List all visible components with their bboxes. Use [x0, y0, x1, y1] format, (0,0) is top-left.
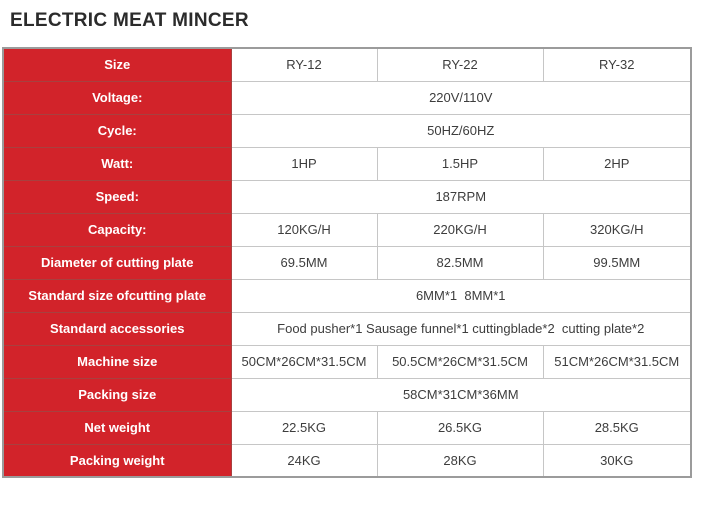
spec-label-watt: Watt:	[2, 146, 232, 181]
spec-value: RY-32	[542, 47, 692, 82]
spec-value: 220KG/H	[376, 212, 544, 247]
table-row-cycle: Cycle: 50HZ/60HZ	[2, 113, 692, 148]
table-row-size: Size RY-12 RY-22 RY-32	[2, 47, 692, 82]
spec-value: 1HP	[230, 146, 378, 181]
table-row-diameter: Diameter of cutting plate 69.5MM 82.5MM …	[2, 245, 692, 280]
spec-table: Size RY-12 RY-22 RY-32 Voltage: 220V/110…	[2, 47, 692, 478]
spec-value: 2HP	[542, 146, 692, 181]
spec-value: 50CM*26CM*31.5CM	[230, 344, 378, 379]
spec-label-speed: Speed:	[2, 179, 232, 214]
spec-value: 22.5KG	[230, 410, 378, 445]
spec-value: 69.5MM	[230, 245, 378, 280]
spec-value: 320KG/H	[542, 212, 692, 247]
table-row-machine-size: Machine size 50CM*26CM*31.5CM 50.5CM*26C…	[2, 344, 692, 379]
table-row-speed: Speed: 187RPM	[2, 179, 692, 214]
page-title: ELECTRIC MEAT MINCER	[10, 10, 249, 31]
spec-value: RY-22	[376, 47, 544, 82]
spec-label-standard-size: Standard size ofcutting plate	[2, 278, 232, 313]
table-row-watt: Watt: 1HP 1.5HP 2HP	[2, 146, 692, 181]
spec-value: 220V/110V	[230, 80, 692, 115]
spec-label-machine-size: Machine size	[2, 344, 232, 379]
spec-value: 58CM*31CM*36MM	[230, 377, 692, 412]
spec-value: RY-12	[230, 47, 378, 82]
table-row-accessories: Standard accessories Food pusher*1 Sausa…	[2, 311, 692, 346]
spec-label-packing-weight: Packing weight	[2, 443, 232, 478]
spec-value: 28KG	[376, 443, 544, 478]
spec-label-diameter: Diameter of cutting plate	[2, 245, 232, 280]
spec-label-capacity: Capacity:	[2, 212, 232, 247]
spec-label-size: Size	[2, 47, 232, 82]
table-row-voltage: Voltage: 220V/110V	[2, 80, 692, 115]
spec-value: 50HZ/60HZ	[230, 113, 692, 148]
spec-value: 187RPM	[230, 179, 692, 214]
spec-value: 120KG/H	[230, 212, 378, 247]
spec-value: 6MM*1 8MM*1	[230, 278, 692, 313]
spec-value: 51CM*26CM*31.5CM	[542, 344, 692, 379]
spec-value: 26.5KG	[376, 410, 544, 445]
spec-value: Food pusher*1 Sausage funnel*1 cuttingbl…	[230, 311, 692, 346]
spec-value: 24KG	[230, 443, 378, 478]
spec-value: 82.5MM	[376, 245, 544, 280]
spec-value: 28.5KG	[542, 410, 692, 445]
spec-value: 30KG	[542, 443, 692, 478]
spec-label-accessories: Standard accessories	[2, 311, 232, 346]
spec-value: 50.5CM*26CM*31.5CM	[376, 344, 544, 379]
table-row-net-weight: Net weight 22.5KG 26.5KG 28.5KG	[2, 410, 692, 445]
spec-value: 1.5HP	[376, 146, 544, 181]
table-row-packing-size: Packing size 58CM*31CM*36MM	[2, 377, 692, 412]
spec-value: 99.5MM	[542, 245, 692, 280]
table-row-standard-size: Standard size ofcutting plate 6MM*1 8MM*…	[2, 278, 692, 313]
table-row-packing-weight: Packing weight 24KG 28KG 30KG	[2, 443, 692, 478]
spec-label-cycle: Cycle:	[2, 113, 232, 148]
table-row-capacity: Capacity: 120KG/H 220KG/H 320KG/H	[2, 212, 692, 247]
spec-label-net-weight: Net weight	[2, 410, 232, 445]
spec-label-voltage: Voltage:	[2, 80, 232, 115]
spec-label-packing-size: Packing size	[2, 377, 232, 412]
